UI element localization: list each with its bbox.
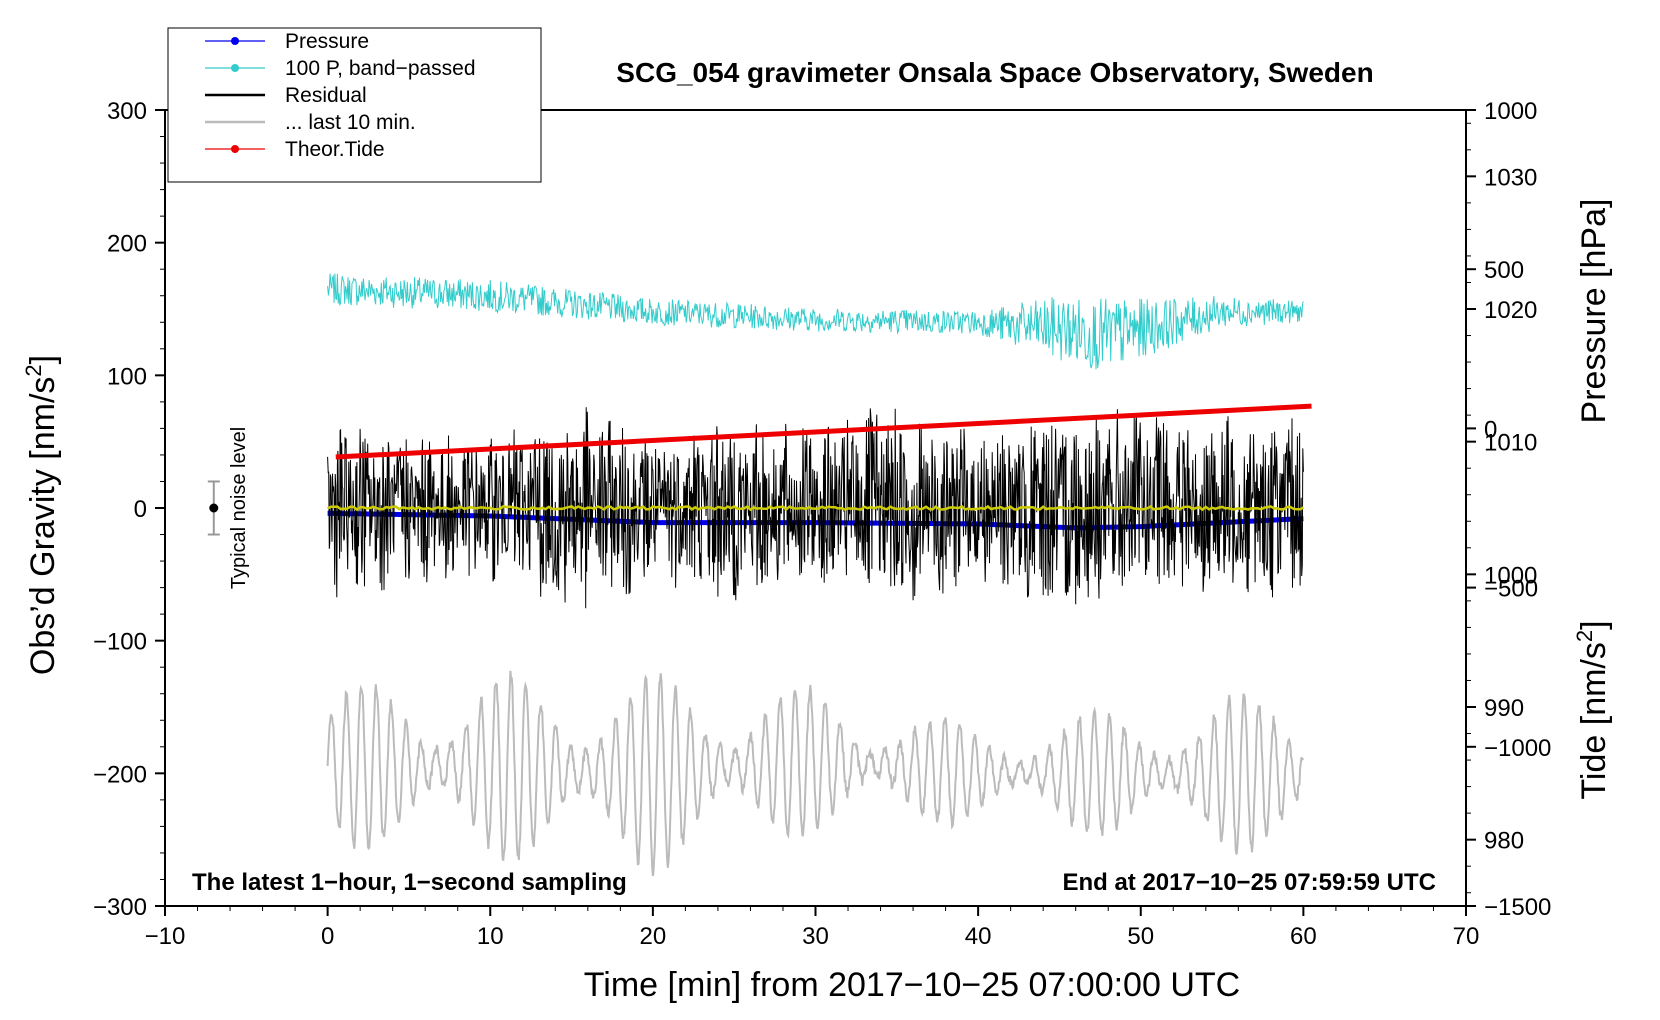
x-tick-label: 50 [1127,923,1154,950]
noise-bar-dot [209,503,219,513]
legend-swatch-dot [231,145,239,153]
series-residual [327,407,1304,609]
x-tick-label: 10 [477,923,504,950]
x-tick-label: −10 [145,923,186,950]
tide-axis-label-suffix: ] [1575,620,1613,629]
y-tick-label: 200 [107,231,147,258]
pressure-tick-label: 1010 [1484,430,1537,457]
series-layer [326,273,1312,877]
y-tick-label: −300 [93,894,147,921]
legend-box [167,27,542,183]
pressure-tick-label: 1020 [1484,297,1537,324]
legend-label: Pressure [285,30,369,53]
y-tick-label: 300 [107,98,147,125]
tide-axis-label: Tide [nm/s2] [1572,620,1613,799]
x-tick-label: 70 [1453,923,1480,950]
ticks-layer: −10 0 10 20 30 40 50 60 70−300−200−1000100200300… [93,98,1551,950]
x-tick-label: 60 [1290,923,1317,950]
y-tick-label: 100 [107,363,147,390]
y-axis-label-sup: 2 [21,364,46,376]
pressure-axis-label: Pressure [hPa] [1575,199,1613,424]
tide-axis-label-prefix: Tide [nm/s [1575,642,1613,799]
legend-swatch-dot [231,37,239,45]
tide-tick-label: −1500 [1484,894,1551,921]
series-bandpassed-pressure [327,273,1304,370]
chart-title: SCG_054 gravimeter Onsala Space Observat… [616,57,1373,88]
tide-tick-label: −500 [1484,576,1538,603]
y-axis-label-prefix: Obs’d Gravity [nm/s [24,377,62,676]
legend-label: ... last 10 min. [285,111,416,134]
pressure-tick-label: 990 [1484,695,1524,722]
tide-tick-label: 1000 [1484,98,1537,125]
legend-label: 100 P, band−passed [285,57,476,80]
sampling-note: The latest 1−hour, 1−second sampling [192,869,627,896]
x-tick-label: 0 [321,923,334,950]
y-axis-label-suffix: ] [24,355,62,364]
y-axis-label: Obs’d Gravity [nm/s2] [21,355,62,675]
pressure-tick-label: 980 [1484,828,1524,855]
pressure-tick-label: 1000 [1484,562,1537,589]
legend-swatch-dot [231,64,239,72]
noise-level-label: Typical noise level [228,427,250,589]
y-tick-label: −200 [93,761,147,788]
end-time-note: End at 2017−10−25 07:59:59 UTC [1062,869,1436,896]
tide-tick-label: −1000 [1484,735,1551,762]
series-last-10-min [326,670,1305,877]
x-axis-label: Time [min] from 2017−10−25 07:00:00 UTC [584,966,1240,1004]
y-tick-label: −100 [93,629,147,656]
legend-label: Residual [285,84,367,107]
x-tick-label: 20 [640,923,667,950]
tide-tick-label: 500 [1484,257,1524,284]
noise-level-marker [207,480,220,536]
x-tick-label: 30 [802,923,829,950]
series-theor-tide [335,403,1312,460]
pressure-tick-label: 1030 [1484,164,1537,191]
legend: Pressure 100 P, band−passed Residual ... la… [167,27,542,183]
tide-axis-label-sup: 2 [1572,630,1597,642]
legend-label: Theor.Tide [285,138,385,161]
tide-tick-label: 0 [1484,416,1497,443]
x-tick-label: 40 [965,923,992,950]
series-residual-mean [327,504,1304,512]
y-tick-label: 0 [134,496,147,523]
